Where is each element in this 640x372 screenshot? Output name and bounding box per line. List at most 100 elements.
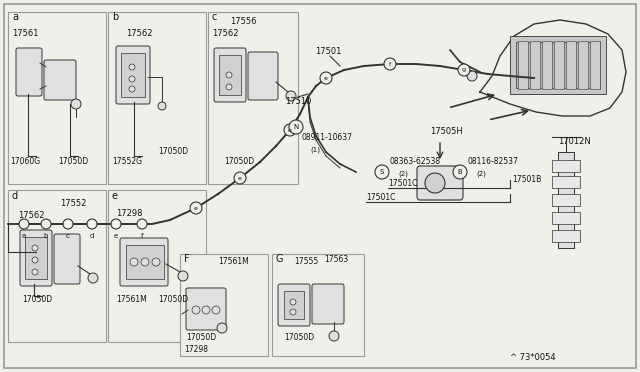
Circle shape	[88, 273, 98, 283]
Circle shape	[284, 124, 296, 136]
FancyBboxPatch shape	[120, 238, 168, 286]
Circle shape	[286, 91, 296, 101]
Text: 17050D: 17050D	[58, 157, 88, 167]
Bar	[180, 254, 268, 356]
Bar	[542, 41, 552, 89]
Bar	[8, 190, 106, 342]
Polygon shape	[480, 20, 626, 116]
Bar	[8, 12, 106, 184]
Bar	[25, 237, 47, 279]
Bar	[590, 41, 600, 89]
Circle shape	[320, 72, 332, 84]
Circle shape	[32, 245, 38, 251]
Text: 17060G: 17060G	[10, 157, 40, 167]
Circle shape	[375, 165, 389, 179]
Text: 17563: 17563	[324, 254, 348, 263]
FancyBboxPatch shape	[214, 48, 246, 102]
Text: 17050D: 17050D	[158, 148, 188, 157]
Text: 08363-62538: 08363-62538	[390, 157, 441, 167]
Circle shape	[129, 86, 135, 92]
Text: 17562: 17562	[18, 212, 45, 221]
Circle shape	[71, 99, 81, 109]
Text: d: d	[12, 191, 18, 201]
Circle shape	[290, 299, 296, 305]
Circle shape	[425, 173, 445, 193]
Bar	[108, 190, 206, 342]
Circle shape	[32, 269, 38, 275]
Text: f: f	[389, 61, 391, 67]
Text: 17562: 17562	[212, 29, 239, 38]
Circle shape	[458, 64, 470, 76]
Text: 17501C: 17501C	[388, 180, 417, 189]
Bar	[126, 245, 164, 279]
Text: 17298: 17298	[116, 209, 143, 218]
Circle shape	[158, 102, 166, 110]
Circle shape	[212, 306, 220, 314]
Text: N: N	[293, 124, 299, 130]
Circle shape	[178, 271, 188, 281]
Text: 17050D: 17050D	[22, 295, 52, 305]
Text: 17562: 17562	[126, 29, 152, 38]
Bar	[558, 152, 574, 248]
Text: (2): (2)	[476, 171, 486, 177]
Text: c: c	[66, 233, 70, 239]
Text: 08911-10637: 08911-10637	[302, 134, 353, 142]
Text: 17510: 17510	[285, 97, 312, 106]
Bar	[552, 194, 580, 206]
Circle shape	[87, 219, 97, 229]
Circle shape	[202, 306, 210, 314]
Bar	[566, 41, 576, 89]
Bar	[516, 42, 600, 88]
FancyBboxPatch shape	[116, 46, 150, 104]
Circle shape	[192, 306, 200, 314]
Text: e: e	[288, 128, 292, 132]
Text: 08116-82537: 08116-82537	[468, 157, 519, 167]
Text: e: e	[238, 176, 242, 180]
Bar	[208, 12, 298, 184]
FancyBboxPatch shape	[248, 52, 278, 100]
Text: 17555: 17555	[294, 257, 318, 266]
Bar	[578, 41, 588, 89]
Text: f: f	[141, 233, 143, 239]
FancyBboxPatch shape	[417, 166, 463, 200]
Circle shape	[226, 72, 232, 78]
Bar	[552, 212, 580, 224]
FancyBboxPatch shape	[186, 288, 226, 330]
Text: 17556: 17556	[230, 17, 257, 26]
Circle shape	[130, 258, 138, 266]
Circle shape	[289, 120, 303, 134]
Bar	[284, 291, 304, 319]
Circle shape	[467, 71, 477, 81]
Circle shape	[129, 76, 135, 82]
Text: G: G	[276, 254, 284, 264]
Circle shape	[329, 331, 339, 341]
Circle shape	[141, 258, 149, 266]
Text: e: e	[112, 191, 118, 201]
Text: b: b	[44, 233, 48, 239]
Bar	[518, 41, 528, 89]
Text: 17561M: 17561M	[218, 257, 249, 266]
Text: 17501: 17501	[315, 48, 341, 57]
Bar	[219, 55, 241, 95]
Circle shape	[129, 64, 135, 70]
Bar	[552, 160, 580, 172]
Text: c: c	[212, 12, 218, 22]
Text: 17505H: 17505H	[430, 128, 463, 137]
FancyBboxPatch shape	[16, 48, 42, 96]
Circle shape	[226, 84, 232, 90]
Text: 17552G: 17552G	[112, 157, 142, 167]
FancyBboxPatch shape	[54, 234, 80, 284]
Circle shape	[234, 172, 246, 184]
Bar	[552, 176, 580, 188]
Text: S: S	[380, 169, 384, 175]
Circle shape	[290, 309, 296, 315]
Text: ^ 73*0054: ^ 73*0054	[510, 353, 556, 362]
Circle shape	[453, 165, 467, 179]
Text: 17552: 17552	[60, 199, 86, 208]
Bar	[510, 36, 606, 94]
Text: a: a	[12, 12, 18, 22]
Text: 17298: 17298	[184, 346, 208, 355]
Text: 17561: 17561	[12, 29, 38, 38]
Circle shape	[137, 219, 147, 229]
Text: 17050D: 17050D	[158, 295, 188, 305]
